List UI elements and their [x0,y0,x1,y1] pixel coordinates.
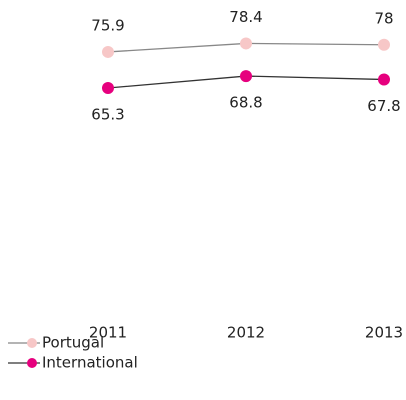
data-label: 67.8 [367,97,400,115]
legend-marker [27,338,37,348]
point [102,81,114,94]
data-label: 68.8 [229,94,262,112]
data-label: 78.4 [229,8,262,26]
x-tick-label: 2013 [365,324,403,342]
point [240,70,252,83]
point [102,45,114,58]
point [378,73,390,86]
data-label: 65.3 [91,105,124,123]
point [378,38,390,51]
x-tick-label: 2012 [227,324,265,342]
x-tick-label: 2011 [89,324,127,342]
legend-marker [27,358,37,368]
legend-label: International [42,354,138,372]
point [240,37,252,50]
legend-label: Portugal [42,334,104,352]
data-label: 75.9 [91,16,124,34]
data-label: 78 [374,9,393,27]
